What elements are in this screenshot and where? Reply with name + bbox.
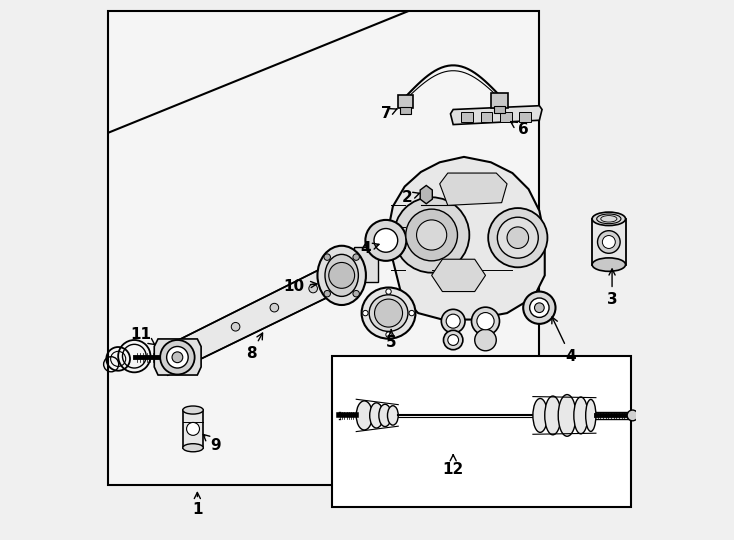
Circle shape [329, 262, 355, 288]
Circle shape [386, 289, 391, 294]
Polygon shape [451, 106, 542, 125]
Bar [109, 11, 539, 485]
Polygon shape [167, 248, 362, 375]
Circle shape [488, 208, 548, 267]
Circle shape [446, 314, 460, 328]
Ellipse shape [574, 397, 588, 434]
Bar [332, 356, 631, 507]
Ellipse shape [183, 406, 203, 414]
Bar [520, 112, 531, 122]
Circle shape [394, 197, 469, 273]
Bar [399, 95, 413, 109]
Circle shape [270, 303, 279, 312]
Text: 10: 10 [284, 279, 317, 294]
Circle shape [523, 292, 556, 324]
Ellipse shape [586, 400, 596, 431]
Ellipse shape [325, 254, 358, 296]
Polygon shape [388, 157, 545, 320]
Circle shape [353, 291, 360, 297]
Bar [592, 219, 625, 265]
Circle shape [353, 254, 360, 260]
Circle shape [231, 322, 240, 331]
Ellipse shape [533, 399, 548, 433]
Text: 7: 7 [380, 106, 397, 122]
Bar [183, 410, 203, 448]
Bar [461, 112, 473, 122]
Circle shape [475, 329, 496, 351]
Bar [491, 93, 508, 109]
Bar [493, 106, 506, 113]
Circle shape [167, 347, 188, 368]
Circle shape [603, 235, 615, 248]
Circle shape [309, 284, 317, 293]
Ellipse shape [592, 212, 625, 226]
Circle shape [186, 422, 200, 435]
Circle shape [498, 217, 538, 258]
Bar [400, 107, 411, 114]
Ellipse shape [356, 401, 372, 430]
Circle shape [627, 410, 638, 421]
Text: 4: 4 [360, 241, 379, 256]
Text: 8: 8 [246, 333, 263, 361]
Circle shape [363, 310, 368, 316]
Ellipse shape [370, 403, 383, 428]
Text: 9: 9 [203, 435, 220, 453]
Polygon shape [420, 185, 432, 204]
Circle shape [471, 307, 500, 335]
Circle shape [374, 299, 402, 327]
Circle shape [324, 291, 330, 297]
Text: 4: 4 [552, 317, 576, 363]
Circle shape [386, 332, 391, 338]
Ellipse shape [558, 395, 576, 436]
Ellipse shape [379, 404, 391, 427]
Circle shape [160, 340, 195, 375]
Polygon shape [432, 259, 485, 292]
Circle shape [406, 209, 457, 261]
Circle shape [507, 227, 528, 248]
Ellipse shape [545, 396, 561, 435]
Text: 11: 11 [130, 327, 155, 345]
Bar [500, 112, 512, 122]
Circle shape [172, 352, 183, 363]
Ellipse shape [369, 295, 408, 332]
Circle shape [534, 303, 544, 313]
Text: 12: 12 [443, 455, 464, 477]
Circle shape [374, 228, 398, 252]
Ellipse shape [362, 287, 415, 339]
Circle shape [477, 313, 494, 330]
Bar [481, 112, 493, 122]
Ellipse shape [317, 246, 366, 305]
Circle shape [366, 220, 407, 261]
Circle shape [409, 310, 415, 316]
Ellipse shape [183, 444, 203, 452]
Text: 1: 1 [192, 492, 203, 517]
Text: 6: 6 [511, 122, 528, 138]
Circle shape [441, 309, 465, 333]
Circle shape [597, 231, 620, 253]
Text: 5: 5 [386, 329, 396, 350]
Text: 2: 2 [402, 190, 419, 205]
Polygon shape [154, 339, 201, 375]
Circle shape [448, 335, 459, 346]
Ellipse shape [592, 258, 625, 271]
Circle shape [417, 220, 447, 250]
Polygon shape [440, 173, 507, 205]
Bar [354, 247, 378, 282]
Text: 3: 3 [607, 269, 617, 307]
Circle shape [530, 298, 549, 318]
Circle shape [324, 254, 330, 260]
Ellipse shape [388, 406, 399, 425]
Circle shape [443, 330, 463, 350]
